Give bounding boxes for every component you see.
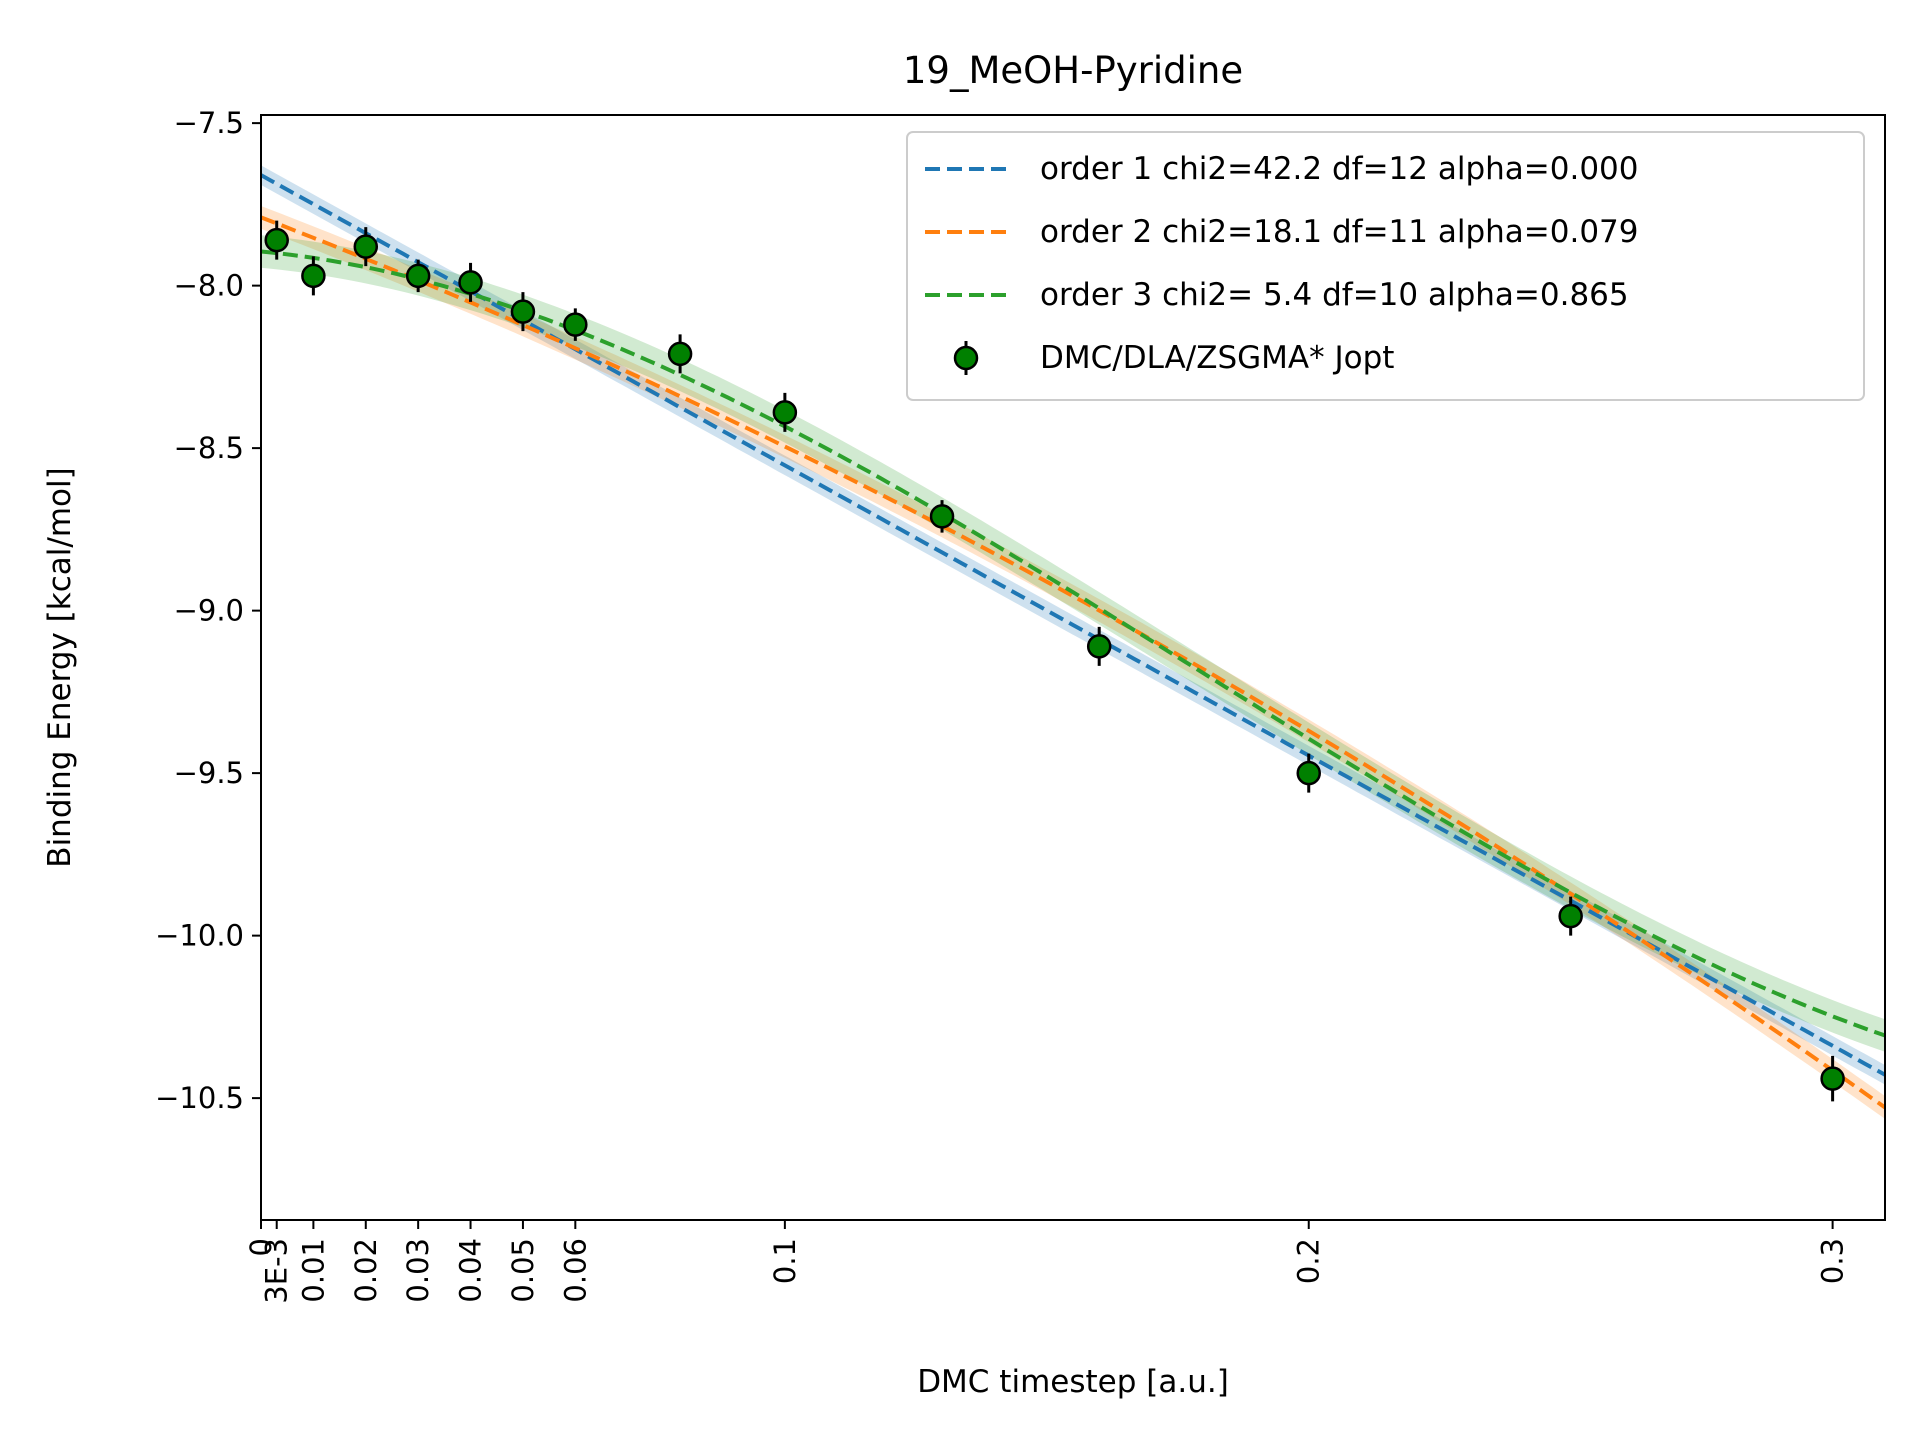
point-marker: [353, 234, 379, 259]
fit-line-order-2: [261, 215, 1885, 1110]
x-tick-label: 0.05: [506, 1238, 540, 1303]
legend-label: order 3 chi2= 5.4 df=10 alpha=0.865: [1040, 277, 1629, 313]
data-point: [772, 392, 798, 432]
point-marker: [510, 299, 536, 324]
y-axis-label: Binding Energy [kcal/mol]: [42, 467, 78, 867]
data-point: [667, 334, 693, 374]
point-marker: [301, 263, 326, 289]
legend-box: [906, 131, 1865, 401]
data-point: [510, 292, 536, 332]
y-tick-label: −9.0: [174, 594, 244, 628]
x-tick-label: 0.2: [1292, 1238, 1326, 1284]
x-axis-label: DMC timestep [a.u.]: [917, 1364, 1229, 1400]
legend-marker: [953, 345, 979, 371]
x-tick-label: 0: [244, 1238, 278, 1256]
point-marker: [929, 504, 955, 529]
x-axis: 03E-3 0.01 0.02 0.03 0.04 0.05 0.06 0.1 0.2 0.3: [244, 1220, 1850, 1304]
x-tick-label: 0.01: [296, 1238, 330, 1303]
y-tick-label: −10.0: [155, 919, 244, 953]
fit-line-order-1: [261, 173, 1885, 1077]
point-marker: [1296, 760, 1321, 786]
point-marker: [1086, 634, 1112, 659]
data-point: [264, 220, 289, 260]
legend: order 1 chi2=42.2 df=12 alpha=0.000 order…: [906, 131, 1865, 401]
x-tick-label: 0.1: [768, 1238, 802, 1284]
x-tick-label: 3E-3: [260, 1238, 294, 1304]
data-point: [1296, 753, 1321, 793]
point-marker: [458, 270, 483, 295]
legend-label: order 2 chi2=18.1 df=11 alpha=0.079: [1040, 214, 1639, 250]
point-marker: [1558, 903, 1583, 929]
data-point: [458, 262, 483, 302]
data-point: [563, 308, 588, 341]
y-axis: −7.5 −8.0 −8.5 −9.0 −9.5 −10.0 −10.5: [155, 106, 261, 1115]
data-points: [264, 220, 1845, 1102]
plot-frame: [260, 114, 1886, 1221]
y-tick-label: −10.5: [155, 1081, 244, 1115]
chart-title: 19_MeOH-Pyridine: [903, 49, 1243, 92]
data-point: [301, 256, 326, 296]
y-tick-label: −8.0: [174, 269, 244, 303]
point-marker: [264, 227, 289, 253]
data-point: [1086, 626, 1112, 666]
x-tick-label: 0.06: [558, 1238, 592, 1303]
point-marker: [405, 263, 431, 289]
x-tick-label: 0.3: [1816, 1238, 1850, 1284]
x-tick-label: 0.03: [401, 1238, 435, 1303]
point-marker: [563, 312, 588, 337]
point-marker: [1820, 1066, 1845, 1091]
data-point: [405, 259, 431, 293]
y-tick-label: −7.5: [174, 106, 244, 140]
legend-label: DMC/DLA/ZSGMA* Jopt: [1040, 340, 1394, 376]
x-tick-label: 0.04: [454, 1238, 488, 1303]
data-point: [929, 500, 955, 533]
y-tick-label: −8.5: [174, 431, 244, 465]
x-tick-label: 0.02: [349, 1238, 383, 1303]
data-point: [353, 227, 379, 267]
data-point: [1558, 896, 1583, 936]
data-point: [1820, 1055, 1845, 1102]
point-marker: [772, 400, 798, 425]
legend-label: order 1 chi2=42.2 df=12 alpha=0.000: [1040, 151, 1639, 187]
y-tick-label: −9.5: [174, 756, 244, 790]
point-marker: [667, 341, 693, 367]
